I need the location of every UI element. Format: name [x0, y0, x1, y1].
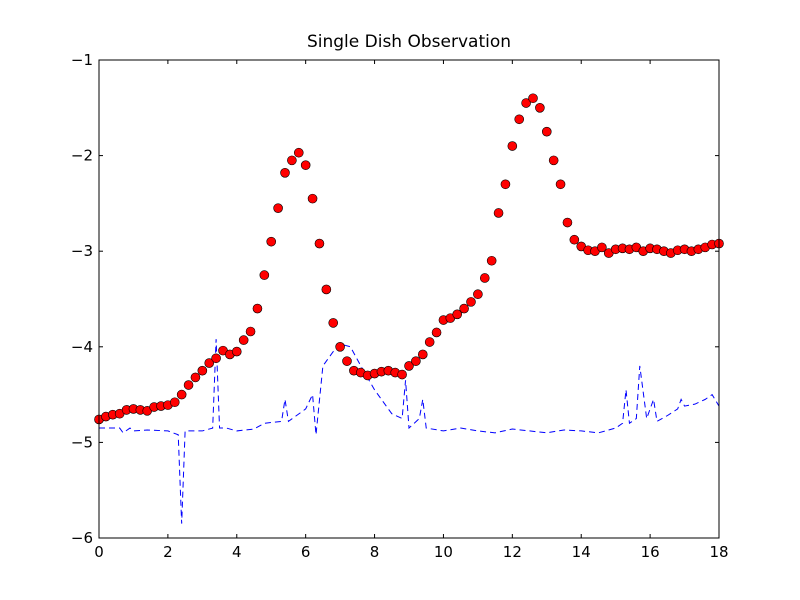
data-point: [486, 255, 497, 266]
data-point: [417, 349, 428, 360]
data-point: [411, 356, 421, 366]
data-point: [500, 179, 511, 190]
x-tick-label: 18: [709, 543, 728, 561]
data-point: [273, 203, 283, 213]
data-point: [397, 369, 407, 380]
data-point: [300, 160, 311, 170]
y-tick-label: −6: [71, 529, 93, 547]
y-tick-label: −1: [71, 51, 93, 69]
x-tick-label: 8: [370, 543, 380, 561]
data-point: [562, 217, 573, 228]
data-point: [507, 141, 518, 151]
data-point: [479, 273, 490, 283]
data-point: [493, 208, 504, 218]
data-point: [535, 103, 545, 113]
data-point: [245, 326, 256, 337]
data-point: [252, 303, 263, 314]
data-point: [238, 335, 249, 345]
y-tick-label: −2: [71, 147, 93, 165]
data-point: [314, 238, 325, 249]
y-tick-label: −3: [71, 242, 93, 260]
data-point: [190, 372, 201, 383]
data-point: [404, 361, 414, 371]
data-point: [555, 179, 566, 190]
y-tick-label: −5: [71, 433, 93, 451]
data-point: [431, 327, 442, 338]
data-point: [514, 114, 525, 125]
data-point: [459, 303, 469, 314]
x-tick-label: 16: [641, 543, 660, 561]
data-point: [321, 284, 332, 295]
data-point: [266, 236, 277, 247]
data-point: [176, 389, 187, 400]
x-tick-label: 4: [232, 543, 242, 561]
data-point: [169, 397, 180, 408]
x-tick-label: 10: [434, 543, 453, 561]
x-tick-label: 6: [301, 543, 311, 561]
x-tick-label: 12: [503, 543, 522, 561]
data-point: [335, 341, 345, 352]
data-point: [548, 155, 559, 166]
data-point: [473, 289, 483, 300]
data-line: [99, 339, 719, 524]
data-point: [204, 358, 215, 368]
data-point: [452, 309, 463, 320]
data-point: [287, 155, 297, 166]
data-point: [342, 356, 352, 366]
x-tick-label: 14: [572, 543, 591, 561]
data-point: [328, 318, 339, 328]
x-tick-label: 2: [163, 543, 173, 561]
y-tick-label: −4: [71, 338, 93, 356]
plot-frame: [98, 59, 720, 539]
data-point: [466, 297, 476, 307]
data-point: [521, 98, 531, 108]
data-point: [541, 126, 552, 137]
data-point: [569, 234, 580, 245]
data-point: [424, 337, 435, 347]
data-point: [259, 270, 270, 280]
data-point: [197, 365, 208, 376]
data-point: [280, 168, 290, 178]
data-point: [231, 346, 242, 357]
data-point: [183, 380, 194, 390]
data-point: [528, 93, 538, 104]
data-point: [597, 242, 607, 253]
x-tick-label: 0: [94, 543, 104, 561]
chart-title: Single Dish Observation: [307, 32, 511, 52]
data-point: [211, 353, 221, 364]
data-point: [293, 147, 304, 158]
data-point: [307, 193, 318, 204]
